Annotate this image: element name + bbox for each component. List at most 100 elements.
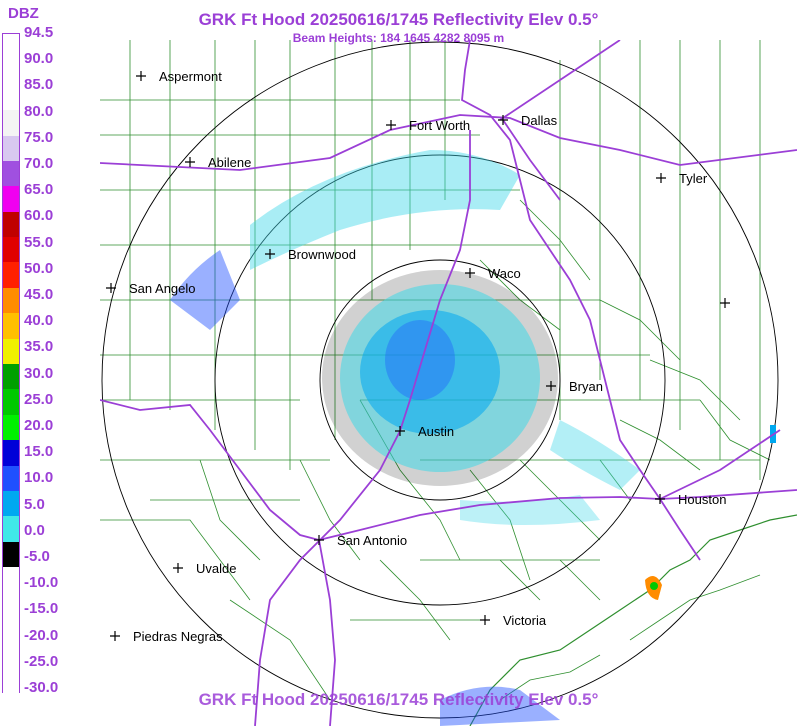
legend-swatch [3,516,19,542]
city-marker-icon [480,615,490,625]
legend-swatch [3,364,19,390]
city-label: Bryan [569,379,603,394]
city-brownwood: Brownwood [265,247,356,262]
city-label: Abilene [208,155,251,170]
city-unnamed-8 [720,298,730,308]
city-label: Victoria [503,613,547,628]
city-san-antonio: San Antonio [314,533,407,548]
chart-title: GRK Ft Hood 20250616/1745 Reflectivity E… [198,10,599,29]
legend-value: 0.0 [24,521,45,539]
legend-value: 25.0 [24,390,54,408]
city-label: Houston [678,492,726,507]
legend-value: 5.0 [24,495,45,513]
city-marker-icon [498,115,508,125]
city-aspermont: Aspermont [136,69,222,84]
legend-swatch [3,414,19,441]
legend-swatch [3,135,19,161]
legend-value: 15.0 [24,443,54,461]
legend-swatch [3,287,19,314]
city-abilene: Abilene [185,155,251,170]
city-marker-icon [386,120,396,130]
legend-swatch [3,186,19,212]
legend-swatch [3,541,19,568]
city-marker-icon [136,71,146,81]
city-houston: Houston [655,492,726,507]
legend-swatch [3,338,19,364]
legend-value: 94.5 [24,24,54,41]
legend-swatch [3,643,19,669]
city-label: Waco [488,266,521,281]
city-label: Dallas [521,113,558,128]
legend-swatch [3,237,19,263]
city-label: Uvalde [196,561,236,576]
city-bryan: Bryan [546,379,603,394]
legend-value: 30.0 [24,364,54,382]
legend-title: DBZ [8,5,39,22]
legend-value: 35.0 [24,338,54,356]
footer-title: GRK Ft Hood 20250616/1745 Reflectivity E… [198,690,599,709]
legend-swatch [3,465,19,491]
legend-value: 50.0 [24,259,54,277]
legend-swatch [3,211,19,238]
legend-value: -15.0 [24,600,59,618]
city-victoria: Victoria [480,613,547,628]
legend-swatch [3,440,19,466]
legend-value: -25.0 [24,652,59,670]
legend-value: -10.0 [24,574,59,592]
beam-heights: Beam Heights: 184 1645 4282 8095 m [292,31,505,45]
city-marker-icon [314,535,324,545]
legend-value: 45.0 [24,286,54,303]
highways [100,40,797,726]
legend-value: 90.0 [24,50,54,68]
city-marker-icon [185,157,195,167]
legend-swatch [3,84,19,111]
range-rings [101,41,779,719]
city-fort-worth: Fort Worth [386,118,470,133]
legend-swatch [3,668,19,694]
legend-value: 85.0 [24,76,54,94]
city-dallas: Dallas [498,113,558,128]
county-lines [100,40,771,701]
city-markers: Aspermont Abilene Fort Worth Dallas Tyler Bro… [106,69,730,644]
legend-swatch [3,617,19,644]
city-label: Fort Worth [409,118,470,133]
legend-value: 80.0 [24,102,54,120]
legend-value: 65.0 [24,181,54,199]
legend-swatch [3,490,19,517]
legend-labels: 94.5 90.0 85.0 80.0 75.0 70.0 65.0 60.0 55.0 50.0… [24,25,84,695]
legend-value: 75.0 [24,128,54,146]
legend-swatch [3,110,19,136]
legend-swatch [3,34,19,60]
city-piedras-negras: Piedras Negras [110,629,223,644]
city-waco: Waco [465,266,521,281]
city-marker-icon [173,563,183,573]
radar-echoes [170,150,776,726]
legend-value: 70.0 [24,155,54,172]
legend-swatch [3,262,19,288]
legend-swatch [3,313,19,339]
color-legend-bar [2,33,20,694]
city-uvalde: Uvalde [173,561,236,576]
legend-swatch [3,389,19,415]
legend-value: 60.0 [24,207,54,225]
legend-swatch [3,592,19,618]
city-label: San Antonio [337,533,407,548]
city-label: San Angelo [129,281,196,296]
legend-value: -30.0 [24,679,59,696]
legend-value: 10.0 [24,469,54,487]
city-tyler: Tyler [656,171,708,186]
city-san-angelo: San Angelo [106,281,196,296]
legend-swatch [3,567,19,593]
city-austin: Austin [395,424,454,439]
legend-value: 20.0 [24,417,54,434]
city-label: Brownwood [288,247,356,262]
city-marker-icon [656,173,666,183]
legend-value: 40.0 [24,312,54,330]
city-marker-icon [265,249,275,259]
city-label: Tyler [679,171,708,186]
legend-value: -5.0 [24,548,50,565]
legend-value: 55.0 [24,233,54,251]
city-marker-icon [465,268,475,278]
city-marker-icon [655,494,665,504]
